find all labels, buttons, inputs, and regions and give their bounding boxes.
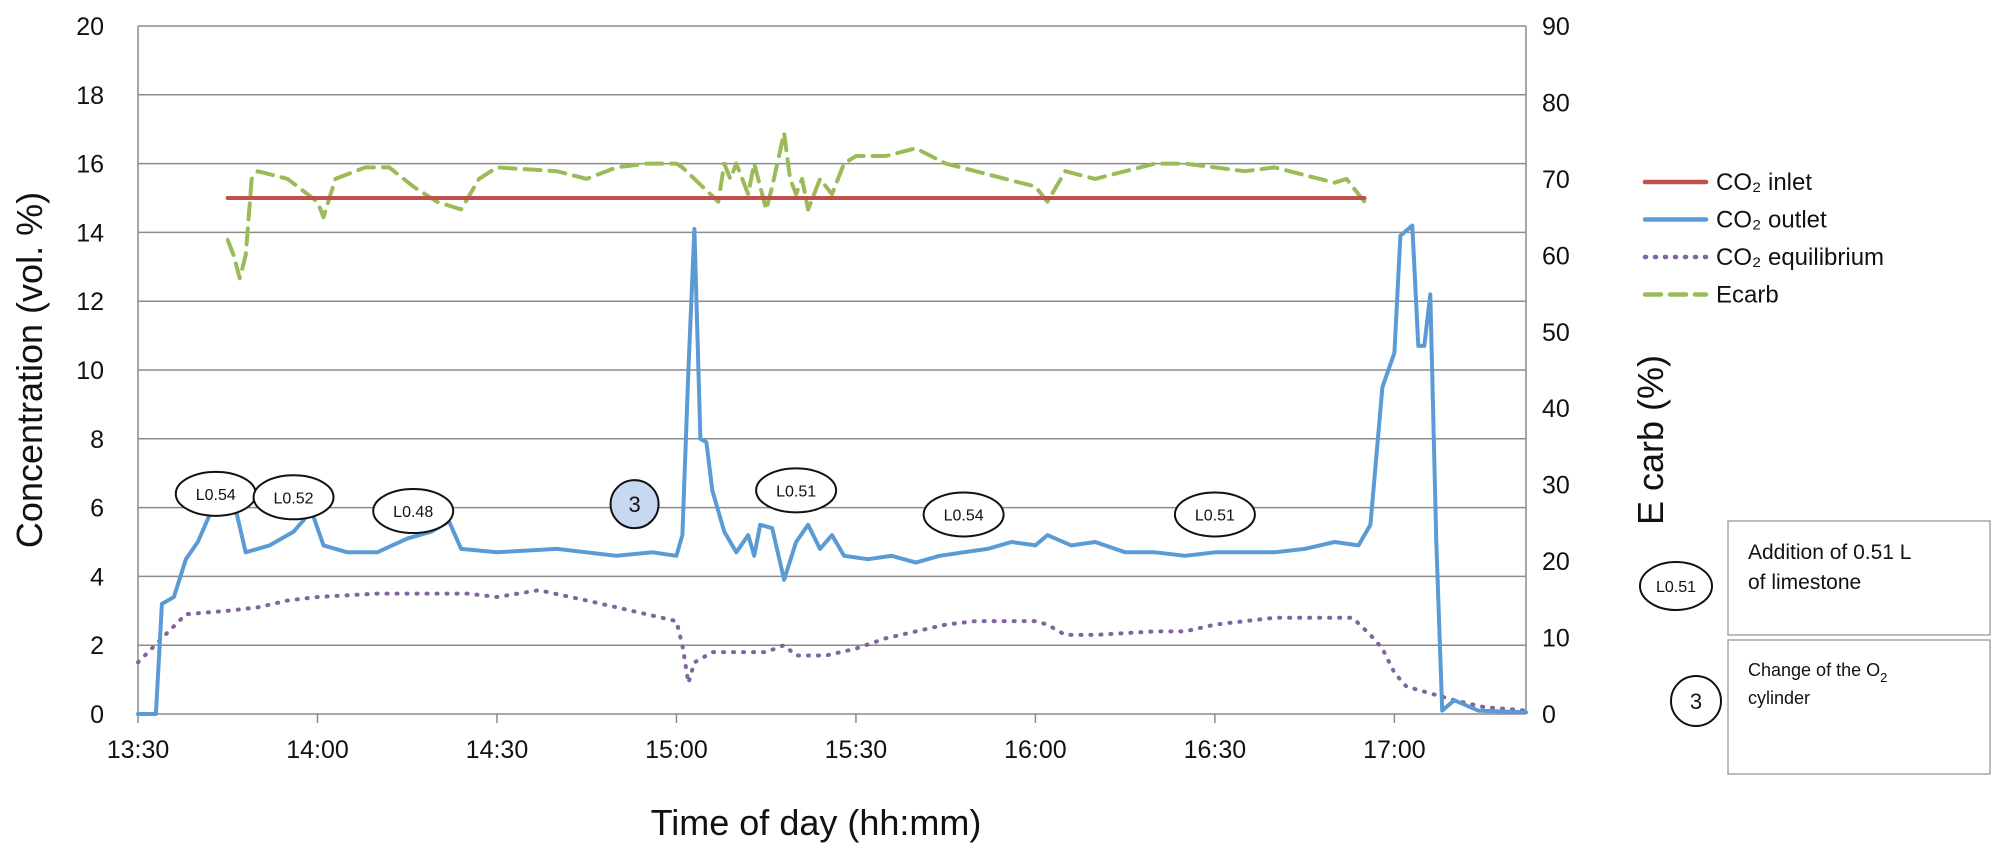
- note-subscript: 2: [1880, 670, 1887, 685]
- left-tick-label: 0: [90, 701, 104, 729]
- annotation-label: 3: [628, 492, 640, 517]
- x-tick-label: 16:00: [1004, 736, 1067, 764]
- note-symbol-bubble: [1639, 561, 1713, 611]
- left-axis-title: Concentration (vol. %): [9, 192, 50, 548]
- annotation: L0.51: [1173, 491, 1256, 538]
- x-tick-label: 13:30: [107, 736, 170, 764]
- annotation: L0.54: [922, 491, 1005, 538]
- left-tick-label: 12: [76, 288, 104, 316]
- left-tick-label: 2: [90, 632, 104, 660]
- right-tick-label: 10: [1542, 625, 1570, 653]
- right-tick-label: 30: [1542, 472, 1570, 500]
- gridlines: [138, 25, 1526, 646]
- right-axis-ticks: 0 10 20 30 40 50 60 70 80 90: [1542, 13, 1570, 729]
- annotation: L0.52: [252, 474, 335, 521]
- note-box: [1727, 520, 1991, 636]
- note-symbol: 3: [1690, 689, 1702, 714]
- annotation-label: L0.52: [274, 490, 314, 507]
- note-text: of limestone: [1748, 571, 1861, 594]
- right-tick-label: 80: [1542, 89, 1570, 117]
- left-tick-label: 18: [76, 82, 104, 110]
- annotation: 3: [609, 479, 660, 530]
- left-tick-label: 4: [90, 563, 104, 591]
- note-symbol: L0.51: [1656, 579, 1696, 596]
- annotation: L0.54: [174, 470, 257, 517]
- x-tick-label: 14:30: [466, 736, 529, 764]
- series-line-ecarb: [225, 131, 1367, 281]
- annotation-label: L0.48: [393, 504, 433, 521]
- annotation-label: L0.51: [1195, 507, 1235, 524]
- annotation-bubble: [755, 467, 838, 514]
- x-tick-label: 16:30: [1184, 736, 1247, 764]
- annotation-bubble: [1173, 491, 1256, 538]
- right-tick-label: 90: [1542, 13, 1570, 41]
- right-tick-label: 0: [1542, 701, 1556, 729]
- right-tick-label: 60: [1542, 242, 1570, 270]
- series-line-co-outlet: [136, 223, 1528, 716]
- series-lines: [136, 131, 1528, 716]
- right-tick-label: 20: [1542, 548, 1570, 576]
- annotation-label: L0.51: [776, 483, 816, 500]
- annotation-bubble: [252, 474, 335, 521]
- right-tick-label: 50: [1542, 319, 1570, 347]
- x-tick-label: 15:00: [645, 736, 708, 764]
- annotations: L0.54 L0.52 L0.48 3 L0.51 L0.54 L0.51: [174, 467, 1256, 538]
- right-tick-label: 70: [1542, 166, 1570, 194]
- legend: CO₂ inlet CO₂ outlet CO₂ equilibrium Ecarb: [1642, 169, 1884, 309]
- left-tick-label: 8: [90, 426, 104, 454]
- left-tick-label: 16: [76, 151, 104, 179]
- legend-label: CO₂ outlet: [1716, 207, 1827, 234]
- x-axis-title: Time of day (hh:mm): [651, 802, 982, 843]
- annotation-bubble: [372, 488, 455, 535]
- x-axis-ticks: 13:30 14:00 14:30 15:00 15:30 16:00 16:30 17:00: [107, 714, 1426, 764]
- annotation-label: L0.54: [944, 507, 984, 524]
- left-tick-label: 14: [76, 219, 104, 247]
- left-tick-label: 20: [76, 13, 104, 41]
- series-line-co-equilibrium: [136, 588, 1528, 713]
- right-axis-title: E carb (%): [1630, 355, 1671, 525]
- plot-frame: [137, 26, 1527, 715]
- left-tick-label: 6: [90, 495, 104, 523]
- legend-label: CO₂ equilibrium: [1716, 244, 1884, 271]
- x-tick-label: 17:00: [1363, 736, 1426, 764]
- annotation: L0.51: [755, 467, 838, 514]
- legend-label: Ecarb: [1716, 282, 1779, 309]
- annotation-bubble: [609, 479, 660, 530]
- right-tick-label: 40: [1542, 395, 1570, 423]
- note-text: cylinder: [1748, 688, 1810, 708]
- annotation-bubble: [922, 491, 1005, 538]
- left-tick-label: 10: [76, 357, 104, 385]
- left-axis-ticks: 0 2 4 6 8 10 12 14 16 18 20: [76, 13, 104, 729]
- x-tick-label: 15:30: [825, 736, 888, 764]
- note-symbol-bubble: [1670, 675, 1722, 727]
- x-tick-label: 14:00: [286, 736, 349, 764]
- note-text: Addition of 0.51 L: [1748, 541, 1911, 564]
- annotation-label: L0.54: [196, 487, 236, 504]
- annotation: L0.48: [372, 488, 455, 535]
- legend-label: CO₂ inlet: [1716, 169, 1812, 196]
- note-box: [1727, 639, 1991, 775]
